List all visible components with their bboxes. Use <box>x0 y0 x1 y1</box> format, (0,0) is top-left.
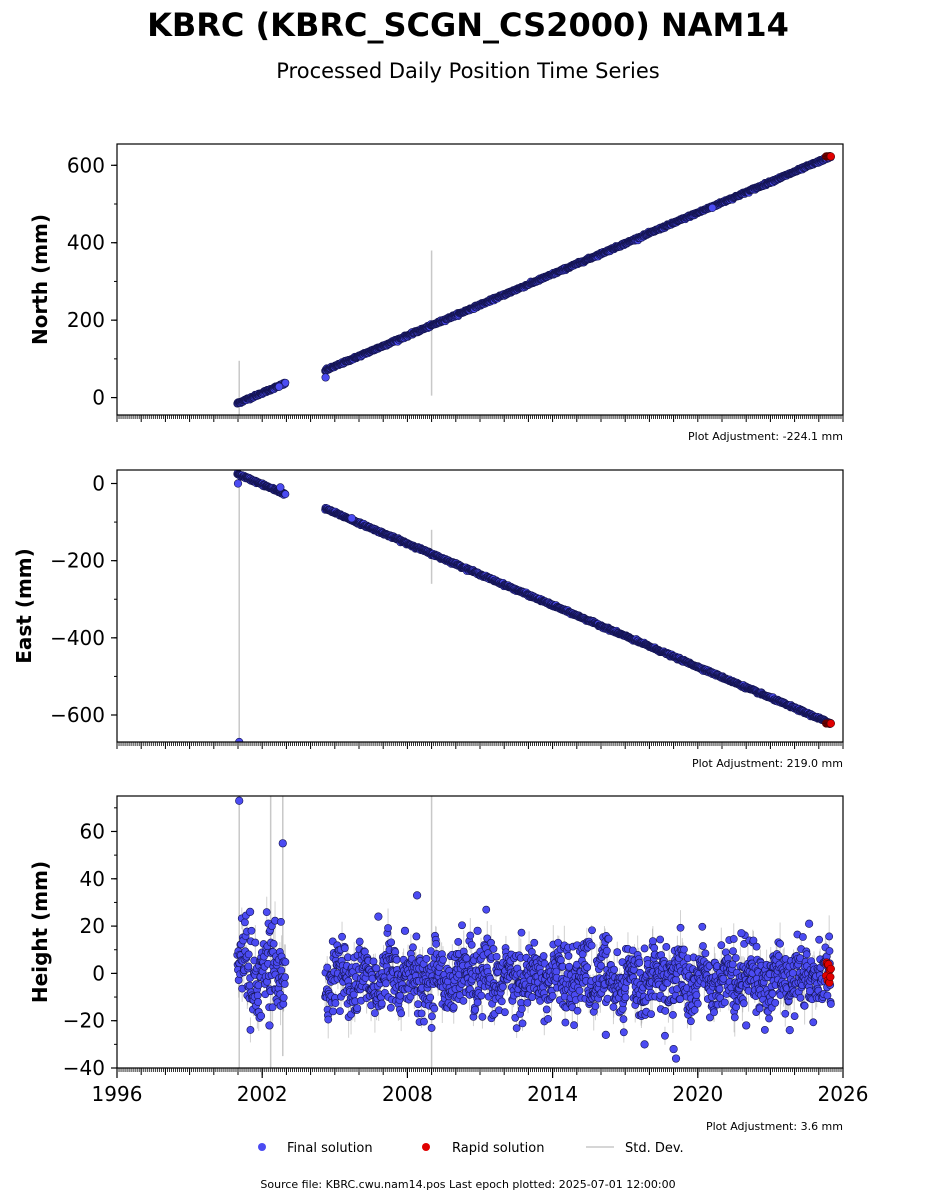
final-solution-point <box>262 908 271 917</box>
final-solution-point <box>323 963 332 972</box>
plot-area <box>233 152 835 415</box>
final-solution-point <box>338 932 346 941</box>
final-solution-point <box>329 1007 337 1016</box>
final-solution-point <box>279 993 288 1002</box>
final-solution-point <box>275 382 284 391</box>
final-solution-points <box>233 470 835 742</box>
panel-north: 0 200 400 600 North (mm) Plot Adjustment: -22… <box>28 143 844 443</box>
final-solution-points <box>233 796 835 1063</box>
final-solution-point <box>355 937 364 946</box>
rapid-solution-points <box>822 719 835 728</box>
final-solution-point <box>244 962 253 971</box>
final-solution-point <box>253 991 262 1000</box>
final-solution-point <box>321 373 330 382</box>
y-tick-label: 200 <box>67 308 105 332</box>
final-solution-point <box>384 924 392 932</box>
final-solution-point <box>276 483 285 492</box>
final-solution-point <box>377 999 386 1008</box>
y-axis: 0 200 400 600 <box>67 153 117 410</box>
y-tick-label: −600 <box>50 703 105 727</box>
final-solution-point <box>281 958 290 966</box>
plot-adjustment-note: Plot Adjustment: 219.0 mm <box>692 757 843 770</box>
plot-area <box>233 796 835 1068</box>
final-solution-point <box>708 203 717 212</box>
rapid-solution-point <box>826 719 835 728</box>
final-solution-point <box>281 490 290 499</box>
y-tick-label: −200 <box>50 549 105 573</box>
final-solution-point <box>353 1004 362 1013</box>
final-solution-point <box>254 981 263 990</box>
final-solution-point <box>245 981 254 990</box>
plot-frame <box>116 469 844 743</box>
final-solution-point <box>347 514 356 523</box>
final-solution-point <box>281 378 290 387</box>
rapid-solution-points <box>822 152 835 161</box>
panel-east: −600 −400 −200 0 East (mm) Plot Adjustment: 2… <box>12 469 844 770</box>
plot-frame <box>116 143 844 416</box>
final-solution-point <box>387 938 396 947</box>
plot-area <box>233 470 835 742</box>
final-solution-point <box>251 938 260 947</box>
final-solution-point <box>382 979 390 988</box>
rapid-solution-point <box>826 152 835 161</box>
x-axis <box>116 742 844 749</box>
y-tick-label: 0 <box>92 386 105 410</box>
final-solution-point <box>280 980 289 988</box>
final-solution-point <box>269 939 278 948</box>
final-solution-point <box>281 973 289 982</box>
final-solution-point <box>369 957 378 966</box>
final-solution-point <box>331 999 340 1008</box>
final-solution-point <box>254 998 262 1006</box>
y-tick-label: 0 <box>92 472 105 496</box>
final-solution-point <box>277 966 286 975</box>
y-axis: −600 −400 −200 0 <box>50 472 117 727</box>
y-tick-label: 600 <box>67 153 105 177</box>
final-solution-point <box>244 950 253 959</box>
x-axis <box>116 415 844 422</box>
final-solution-point <box>277 917 285 926</box>
final-solution-point <box>233 479 243 488</box>
final-solution-point <box>386 1003 395 1012</box>
y-axis-label: North (mm) <box>28 214 52 345</box>
plot-adjustment-note: Plot Adjustment: -224.1 mm <box>688 430 843 443</box>
y-axis-label: East (mm) <box>12 548 36 664</box>
y-tick-label: −400 <box>50 626 105 650</box>
final-solution-point <box>246 1026 255 1034</box>
final-solution-point <box>324 1015 333 1024</box>
y-tick-label: 400 <box>67 231 105 255</box>
final-solution-point <box>371 1009 379 1017</box>
final-solution-point <box>372 964 381 973</box>
final-solution-point <box>340 944 349 953</box>
final-solution-point <box>336 1007 344 1016</box>
chart-title: KBRC (KBRC_SCGN_CS2000) NAM14 <box>147 6 789 44</box>
chart-subtitle: Processed Daily Position Time Series <box>276 59 660 83</box>
final-solution-points <box>233 152 835 408</box>
final-solution-point <box>247 926 256 935</box>
final-solution-point <box>240 918 249 927</box>
